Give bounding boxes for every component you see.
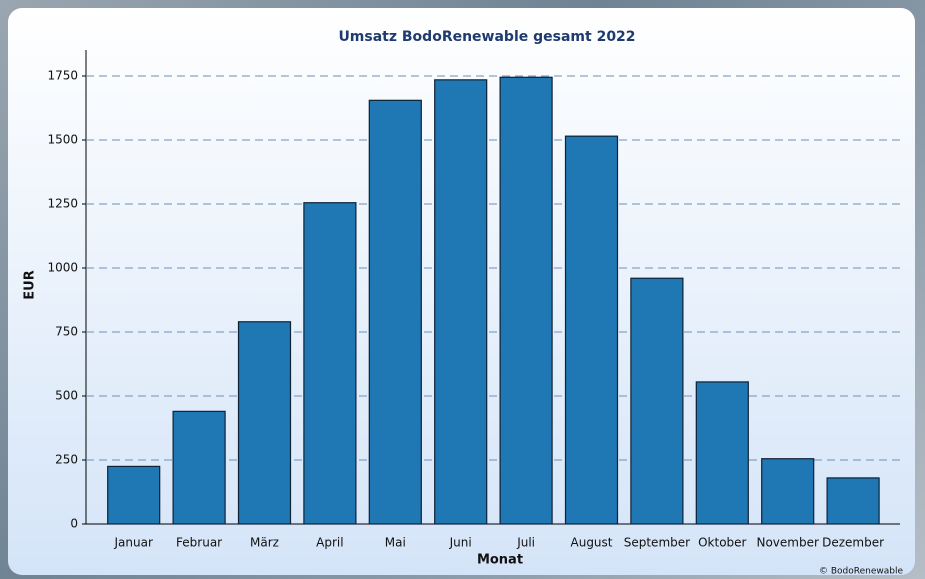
y-tick-label: 1750	[47, 69, 78, 83]
bar	[761, 458, 815, 525]
bar	[303, 202, 357, 525]
y-tick-label: 750	[55, 325, 78, 339]
chart-title: Umsatz BodoRenewable gesamt 2022	[338, 29, 635, 45]
bar	[434, 79, 488, 525]
y-tick-label: 1250	[47, 197, 78, 211]
y-tick-label: 500	[55, 389, 78, 403]
x-tick-label: August	[571, 536, 613, 550]
bar	[172, 410, 226, 525]
credit: © BodoRenewable	[819, 567, 903, 577]
x-tick-label: Juni	[449, 536, 472, 550]
y-tick-label: 1500	[47, 133, 78, 147]
x-tick-label: Oktober	[698, 536, 746, 550]
x-tick-label: April	[316, 536, 343, 550]
y-axis-label: EUR	[23, 270, 38, 299]
bar	[237, 321, 292, 525]
x-tick-label: November	[756, 536, 818, 550]
y-tick-label: 250	[55, 453, 78, 467]
y-tick-label: 0	[70, 517, 78, 531]
bar	[826, 477, 880, 525]
x-tick-label: Juli	[516, 536, 535, 550]
bar	[499, 76, 553, 525]
x-tick-label: September	[624, 536, 690, 550]
x-tick-label: Dezember	[822, 536, 884, 550]
bar	[368, 99, 422, 525]
x-tick-label: März	[250, 536, 279, 550]
x-tick-label: Februar	[176, 536, 222, 550]
x-axis-label: Monat	[477, 553, 523, 568]
bar	[695, 381, 749, 525]
bar	[107, 465, 161, 525]
bar	[564, 135, 619, 525]
y-tick-label: 1000	[47, 261, 78, 275]
bar	[630, 277, 684, 525]
x-tick-label: Januar	[114, 536, 153, 550]
x-tick-label: Mai	[385, 536, 406, 550]
